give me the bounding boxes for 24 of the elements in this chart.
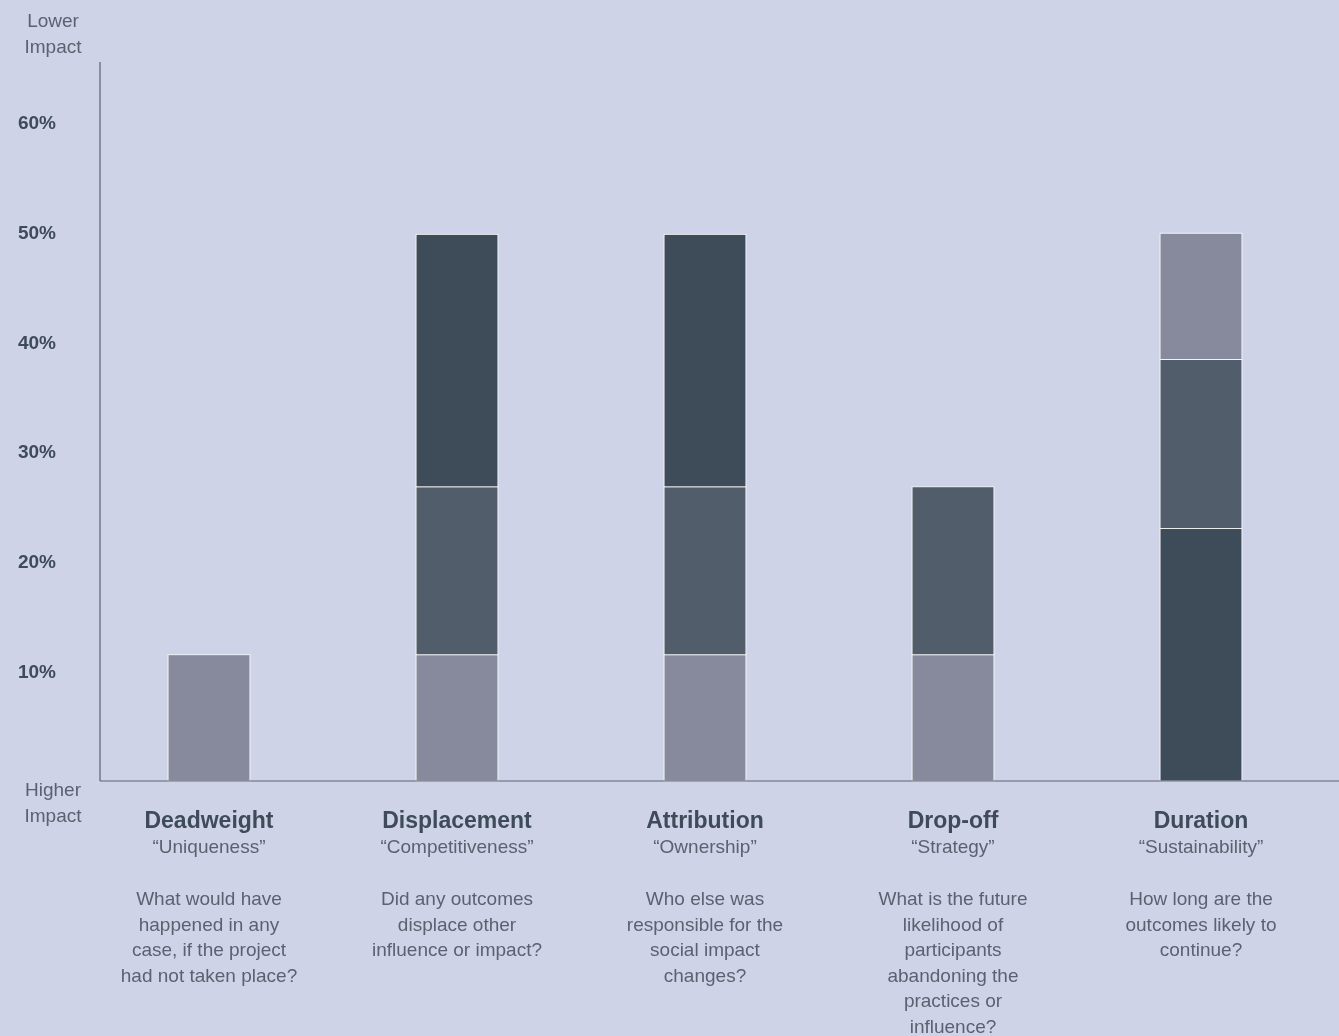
text: “Competitiveness” [380, 836, 534, 857]
x-tick-label: Deadweight [144, 807, 274, 833]
x-tick-label: Attribution [646, 807, 764, 833]
y-tick-label: 60% [17, 112, 57, 134]
x-tick-label: Drop-off [907, 807, 999, 833]
text: Lower Impact [24, 10, 83, 57]
y-tick-label: 50% [17, 221, 57, 243]
text: What would have happened in any case, if the project had not taken place? [120, 888, 298, 986]
text: How long are the outcomes likely to continue? [1125, 888, 1277, 960]
text: “Sustainability” [1138, 836, 1264, 857]
y-tick-label: 30% [17, 441, 57, 463]
y-tick-label: 10% [17, 660, 57, 682]
text: What is the future likelihood of participants abandoning the practices or influence? [878, 888, 1028, 1036]
text: Did any outcomes displace other influence or impact? [371, 888, 543, 960]
text: “Strategy” [911, 836, 995, 857]
text: “Ownership” [653, 836, 757, 857]
y-tick-label: 40% [17, 331, 57, 353]
text: Who else was responsible for the social impact changes? [626, 888, 784, 986]
text: Higher Impact [24, 779, 83, 826]
bar [167, 654, 251, 782]
x-tick-label: Duration [1153, 807, 1249, 833]
text: “Uniqueness” [152, 836, 266, 857]
y-tick-label: 20% [17, 551, 57, 573]
x-tick-label: Displacement [382, 807, 533, 833]
